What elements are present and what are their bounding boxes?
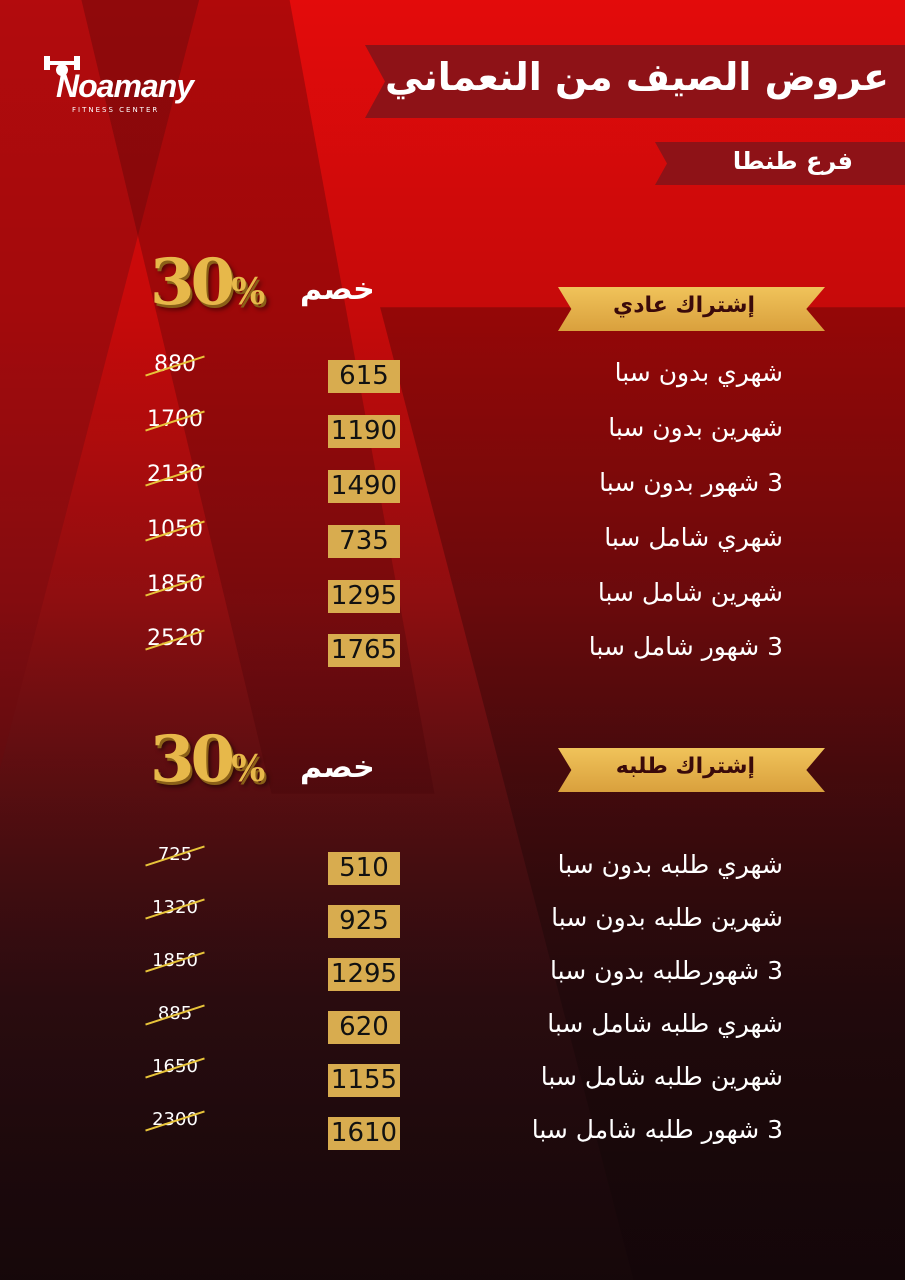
discount-symbol: %: [231, 271, 265, 313]
section-title: إشتراك طلبه: [615, 754, 755, 779]
price-row: شهري شامل سبا 735 1050: [0, 517, 905, 559]
discounted-price: 1295: [328, 580, 400, 613]
price-row: شهرين شامل سبا 1295 1850: [0, 572, 905, 614]
plan-label: شهرين طلبه بدون سبا: [551, 903, 783, 932]
discount-value: 30: [150, 722, 235, 797]
logo-tagline: FITNESS CENTER: [72, 106, 160, 114]
section-ribbon: إشتراك طلبه: [558, 748, 825, 792]
branch-banner: فرع طنطا: [655, 142, 905, 185]
logo-name: Noamany: [56, 68, 194, 104]
price-row: 3 شهورطلبه بدون سبا 1295 1850: [0, 950, 905, 992]
discounted-price: 1295: [328, 958, 400, 991]
plan-label: شهرين طلبه شامل سبا: [540, 1062, 783, 1091]
discounted-price: 735: [328, 525, 400, 558]
price-row: شهري طلبه بدون سبا 510 725: [0, 844, 905, 886]
discounted-price: 510: [328, 852, 400, 885]
plan-label: شهري طلبه شامل سبا: [547, 1009, 783, 1038]
discount-label: خصم: [300, 272, 375, 307]
price-row: 3 شهور شامل سبا 1765 2520: [0, 626, 905, 668]
discounted-price: 1765: [328, 634, 400, 667]
discount-label: خصم: [300, 750, 375, 785]
old-price: 1050: [130, 517, 220, 542]
old-price: 1320: [130, 897, 220, 920]
old-price: 2520: [130, 626, 220, 651]
discounted-price: 620: [328, 1011, 400, 1044]
plan-label: شهري شامل سبا: [604, 523, 783, 552]
discounted-price: 1490: [328, 470, 400, 503]
discounted-price: 925: [328, 905, 400, 938]
price-row: 3 شهور طلبه شامل سبا 1610 2300: [0, 1109, 905, 1151]
old-price: 1850: [130, 572, 220, 597]
background-shade: [0, 600, 905, 1280]
section-title: إشتراك عادي: [613, 293, 755, 318]
old-price: 1700: [130, 407, 220, 432]
discounted-price: 1155: [328, 1064, 400, 1097]
price-row: شهرين طلبه بدون سبا 925 1320: [0, 897, 905, 939]
price-row: شهرين بدون سبا 1190 1700: [0, 407, 905, 449]
plan-label: شهرين بدون سبا: [608, 413, 783, 442]
plan-label: شهري طلبه بدون سبا: [557, 850, 783, 879]
discounted-price: 1190: [328, 415, 400, 448]
page-title: عروض الصيف من النعماني: [385, 55, 889, 99]
price-row: شهري بدون سبا 615 880: [0, 352, 905, 394]
old-price: 880: [130, 352, 220, 377]
branch-name: فرع طنطا: [732, 147, 853, 175]
plan-label: شهرين شامل سبا: [597, 578, 783, 607]
discount-symbol: %: [231, 748, 265, 790]
discounted-price: 1610: [328, 1117, 400, 1150]
plan-label: 3 شهور طلبه شامل سبا: [531, 1115, 783, 1144]
plan-label: شهري بدون سبا: [614, 358, 783, 387]
old-price: 885: [130, 1003, 220, 1026]
price-row: شهرين طلبه شامل سبا 1155 1650: [0, 1056, 905, 1098]
old-price: 2300: [130, 1109, 220, 1132]
title-banner: عروض الصيف من النعماني: [365, 45, 905, 118]
discounted-price: 615: [328, 360, 400, 393]
plan-label: 3 شهور شامل سبا: [588, 632, 783, 661]
dumbbell-icon: [44, 56, 80, 76]
old-price: 1850: [130, 950, 220, 973]
logo: Noamany FITNESS CENTER: [38, 48, 194, 120]
old-price: 2130: [130, 462, 220, 487]
discount-badge: 30%: [150, 245, 265, 320]
old-price: 1650: [130, 1056, 220, 1079]
price-row: 3 شهور بدون سبا 1490 2130: [0, 462, 905, 504]
plan-label: 3 شهورطلبه بدون سبا: [550, 956, 783, 985]
discount-badge: 30%: [150, 722, 265, 797]
discount-value: 30: [150, 245, 235, 320]
section-ribbon: إشتراك عادي: [558, 287, 825, 331]
price-row: شهري طلبه شامل سبا 620 885: [0, 1003, 905, 1045]
plan-label: 3 شهور بدون سبا: [599, 468, 783, 497]
old-price: 725: [130, 844, 220, 867]
